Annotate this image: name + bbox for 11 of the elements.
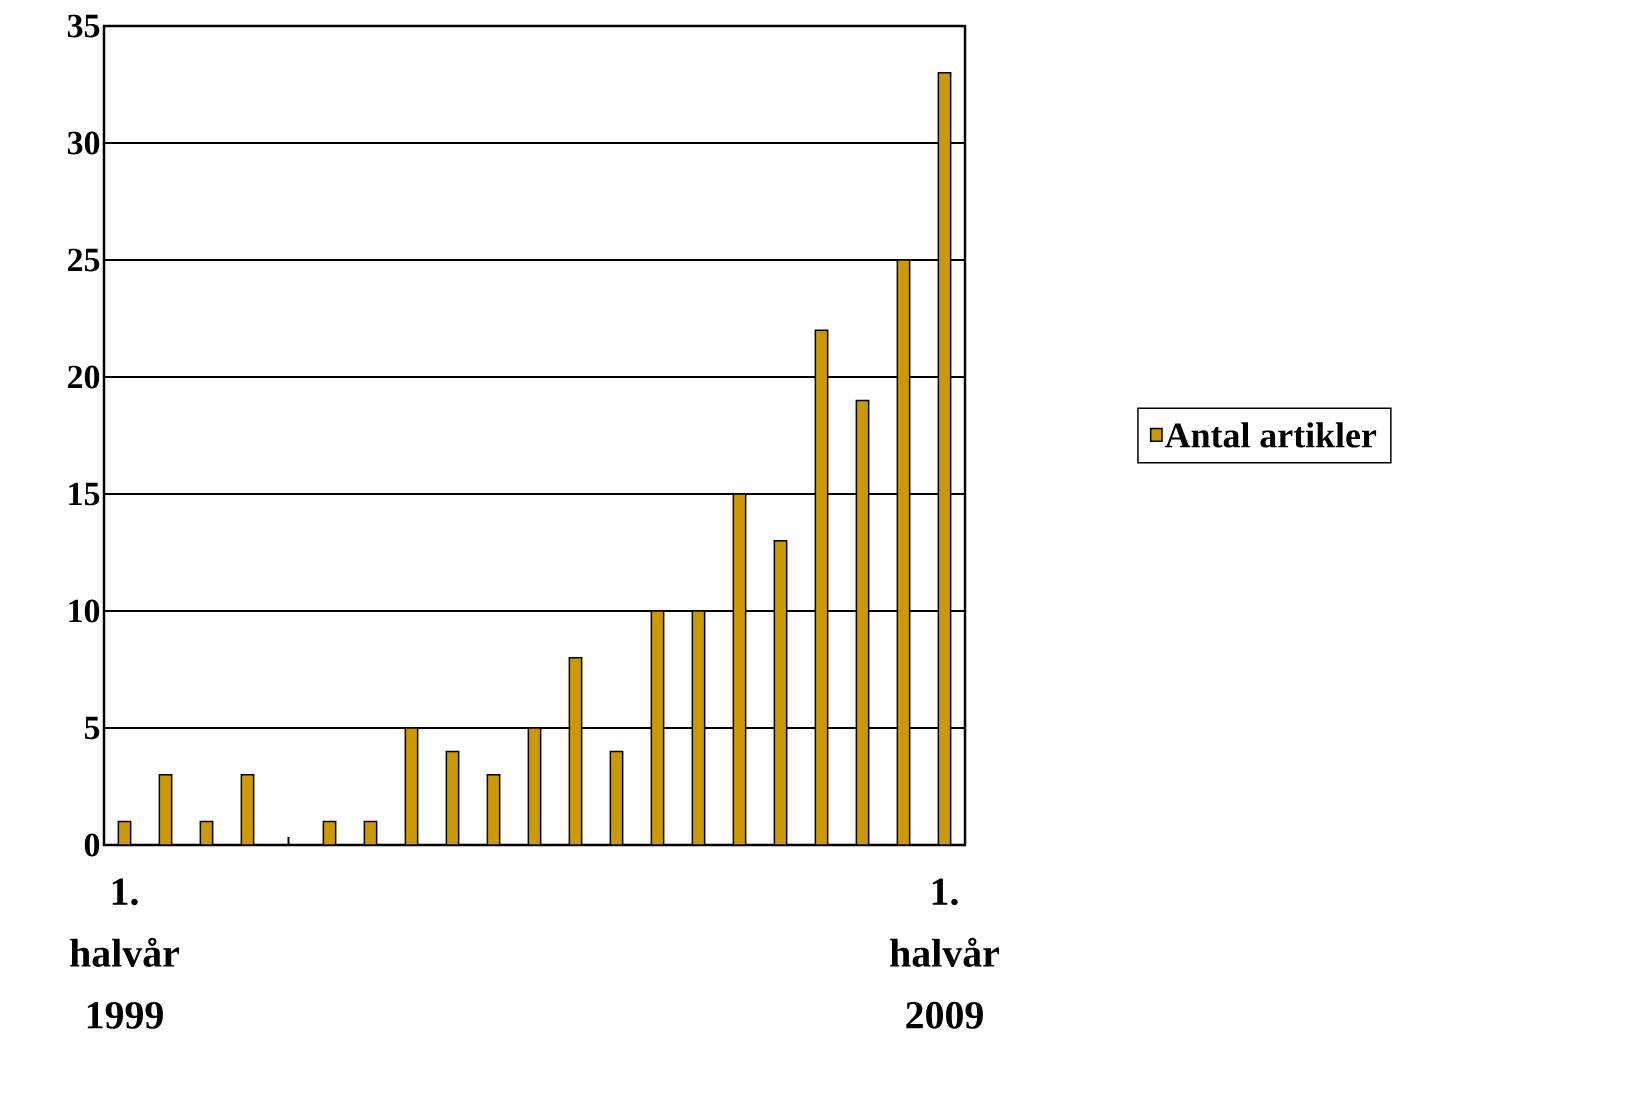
y-tick-label: 5 xyxy=(84,716,100,740)
y-tick-label: 30 xyxy=(67,131,100,155)
y-tick-label: 20 xyxy=(68,365,100,389)
legend-label: Antal artikler xyxy=(1165,422,1377,448)
y-tick-label: 25 xyxy=(68,248,100,272)
x-tick-label: 1. halvår 1999 xyxy=(70,878,179,1029)
y-tick-label: 35 xyxy=(67,14,100,38)
y-tick-label: 10 xyxy=(69,599,100,623)
y-tick-label: 0 xyxy=(84,833,100,857)
x-tick-label: 1. halvår 2009 xyxy=(890,878,999,1029)
y-tick-label: 15 xyxy=(69,482,100,506)
